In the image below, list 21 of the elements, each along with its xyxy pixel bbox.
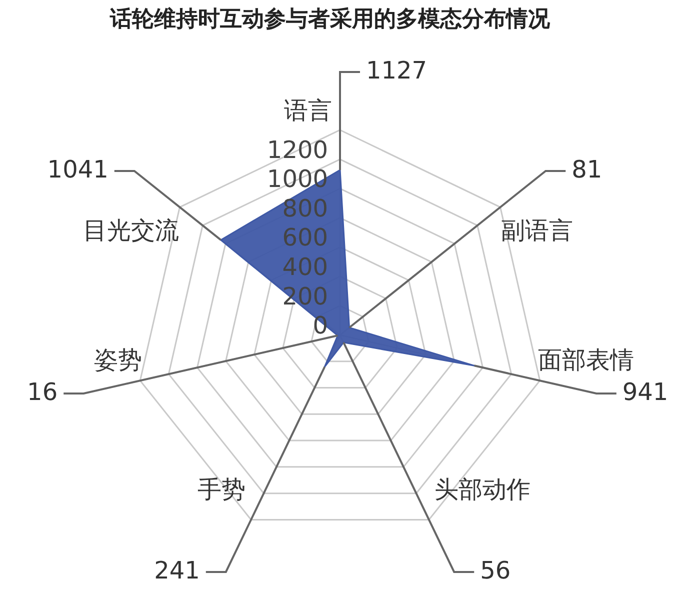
text: 941 (622, 378, 668, 406)
spoke-label: 姿势 (94, 346, 142, 374)
spoke-label: 副语言 (501, 216, 574, 245)
text: 56 (480, 556, 511, 585)
text: 1041 (47, 156, 108, 184)
y-tick-label: 1000 (266, 165, 328, 194)
spoke-label: 语言 (284, 96, 332, 125)
spoke-label: 目光交流 (82, 216, 179, 245)
y-tick-label: 800 (282, 194, 328, 222)
spoke-label: 头部动作 (434, 475, 531, 504)
text: 1127 (366, 56, 428, 85)
spoke-label: 手势 (197, 475, 246, 504)
chart-title: 话轮维持时互动参与者采用的多模态分布情况 (109, 6, 551, 32)
y-tick-label: 600 (282, 224, 328, 252)
spoke-label: 面部表情 (538, 346, 634, 374)
y-tick-label: 1200 (266, 136, 328, 164)
y-tick-label: 400 (282, 252, 328, 281)
y-tick-label: 200 (282, 282, 328, 310)
text: 241 (154, 556, 200, 585)
text: 16 (27, 378, 58, 406)
text: 81 (572, 156, 602, 184)
